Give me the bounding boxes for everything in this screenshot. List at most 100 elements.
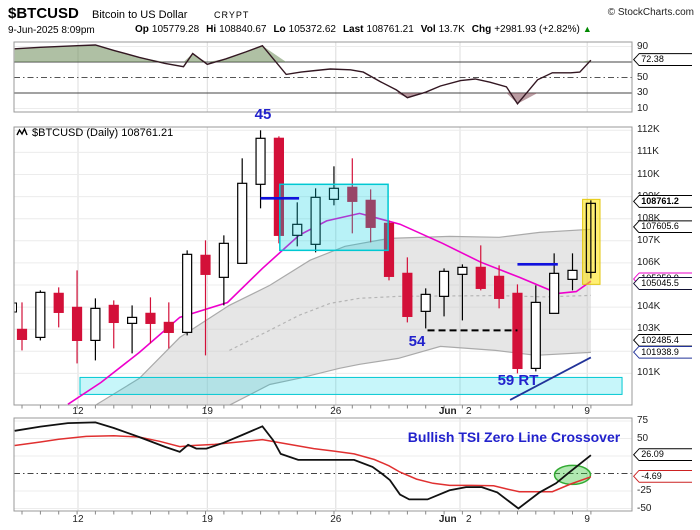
- tsi-signal-line: [14, 434, 592, 493]
- date-label-bottom-26: 26: [330, 514, 342, 525]
- date-label-19: 19: [201, 406, 213, 417]
- candle-body[interactable]: [163, 321, 174, 333]
- annotation-54: 54: [408, 333, 426, 350]
- candle-body[interactable]: [402, 272, 413, 317]
- quote-value-Last: 108761.21: [366, 24, 414, 35]
- candle-body[interactable]: [347, 186, 358, 202]
- price-tag-102485.4: 102485.4: [633, 333, 692, 347]
- price-tag-text: 26.09: [634, 449, 692, 461]
- consolidation-box: [279, 183, 389, 252]
- date-label-2: 2: [466, 406, 472, 417]
- price-axis-label-106K: 106K: [637, 256, 661, 268]
- candle-body[interactable]: [255, 137, 266, 185]
- symbol-title: $BTCUSD: [8, 5, 79, 22]
- price-tag-text: 102485.4: [634, 334, 692, 346]
- rsi-line: [14, 44, 592, 105]
- candle-body[interactable]: [475, 266, 486, 289]
- price-axis-label-111K: 111K: [637, 146, 659, 158]
- date-label-9: 9: [584, 406, 590, 417]
- date-label-bottom-19: 19: [201, 514, 213, 525]
- candle-body[interactable]: [457, 266, 468, 275]
- rsi-overbought-fill: [14, 45, 591, 62]
- rsi-axis-label-30: 30: [637, 87, 649, 98]
- quote-label-Hi: Hi: [206, 24, 217, 35]
- quote-value-Vol: 13.7K: [438, 24, 465, 35]
- candle-body[interactable]: [16, 328, 28, 340]
- date-label-bottom-2: 2: [466, 514, 472, 525]
- price-axis-label-104K: 104K: [637, 301, 661, 313]
- candle-body[interactable]: [53, 292, 64, 313]
- candle-body[interactable]: [90, 307, 101, 342]
- quote-value-Hi: 108840.67: [219, 24, 267, 35]
- candle-body[interactable]: [530, 301, 541, 370]
- price-axis-label-103K: 103K: [637, 323, 661, 335]
- candle-body[interactable]: [438, 270, 450, 297]
- candle-body[interactable]: [145, 312, 156, 324]
- quote-label-Last: Last: [342, 24, 364, 35]
- candle-body[interactable]: [310, 196, 321, 245]
- price-tag-72.38: 72.38: [633, 53, 692, 67]
- date-label-bottom-12: 12: [72, 514, 84, 525]
- price-tag-101938.9: 101938.9: [633, 345, 692, 359]
- price-axis-label-108K: 108K: [637, 212, 661, 224]
- price-tag-text: 105045.5: [634, 277, 692, 289]
- price-axis-label-112K: 112K: [637, 124, 660, 136]
- stockcharts-credit: © StockCharts.com: [607, 7, 694, 18]
- crossover-ellipse: [553, 464, 592, 486]
- tsi-axis-label--50: -50: [637, 502, 652, 514]
- quote-datetime: 9-Jun-2025 8:09pm: [8, 25, 95, 36]
- candle-body[interactable]: [365, 199, 376, 228]
- band-mid-line: [229, 294, 591, 351]
- candle-body[interactable]: [273, 137, 284, 236]
- date-label-Jun: Jun: [438, 406, 457, 417]
- support-zone-band: [79, 376, 623, 395]
- annotation-45: 45: [254, 106, 272, 123]
- candle-body[interactable]: [292, 223, 303, 236]
- price-tag--4.69: -4.69: [633, 469, 692, 483]
- rising-trendline: [509, 356, 592, 401]
- candle-body[interactable]: [585, 202, 596, 273]
- symbol-name: Bitcoin to US Dollar: [92, 9, 188, 21]
- candle-body[interactable]: [126, 316, 138, 324]
- price-tag-text: 101938.9: [634, 346, 692, 358]
- date-label-bottom-Jun: Jun: [438, 514, 457, 525]
- quote-label-Chg: Chg: [471, 24, 492, 35]
- candle-body[interactable]: [71, 306, 83, 342]
- tsi-crossover-note: Bullish TSI Zero Line Crossover: [407, 429, 621, 445]
- price-tag-107605.6: 107605.6: [633, 220, 692, 234]
- price-axis-label-101K: 101K: [637, 367, 661, 379]
- quote-value-Lo: 105372.62: [288, 24, 336, 35]
- up-triangle-icon: ▲: [582, 24, 592, 34]
- candle-body[interactable]: [549, 272, 560, 314]
- rsi-axis-label-10: 10: [637, 102, 649, 114]
- price-tag-text: -4.69: [634, 470, 692, 482]
- candle-body[interactable]: [108, 304, 119, 324]
- candle-body[interactable]: [420, 293, 431, 312]
- candle-body[interactable]: [218, 242, 229, 278]
- tsi-axis-label-50: 50: [637, 432, 649, 444]
- date-label-bottom-9: 9: [584, 514, 590, 525]
- price-tag-text: 72.38: [634, 54, 692, 66]
- candle-body[interactable]: [237, 182, 248, 264]
- chart-legend-label: $BTCUSD (Daily) 108761.21: [32, 127, 174, 139]
- quote-label-Vol: Vol: [420, 24, 436, 35]
- candle-body[interactable]: [200, 254, 211, 275]
- candle-body[interactable]: [567, 269, 578, 280]
- price-tag-text: 108761.2: [634, 195, 692, 207]
- band-upper-line: [95, 228, 591, 405]
- chart-type-icon: [16, 127, 28, 136]
- rsi-panel: [14, 44, 632, 109]
- date-label-26: 26: [330, 406, 342, 417]
- quote-value-Chg: +2981.93 (+2.82%): [494, 24, 580, 35]
- candle-body[interactable]: [494, 275, 505, 299]
- price-panel: [14, 129, 632, 405]
- candle-body[interactable]: [35, 291, 46, 338]
- candle-body[interactable]: [182, 253, 193, 333]
- candle-body[interactable]: [328, 187, 340, 200]
- quote-label-Lo: Lo: [273, 24, 286, 35]
- price-axis-label-107K: 107K: [637, 234, 661, 246]
- price-tag-105045.5: 105045.5: [633, 276, 692, 290]
- date-label-12: 12: [72, 406, 84, 417]
